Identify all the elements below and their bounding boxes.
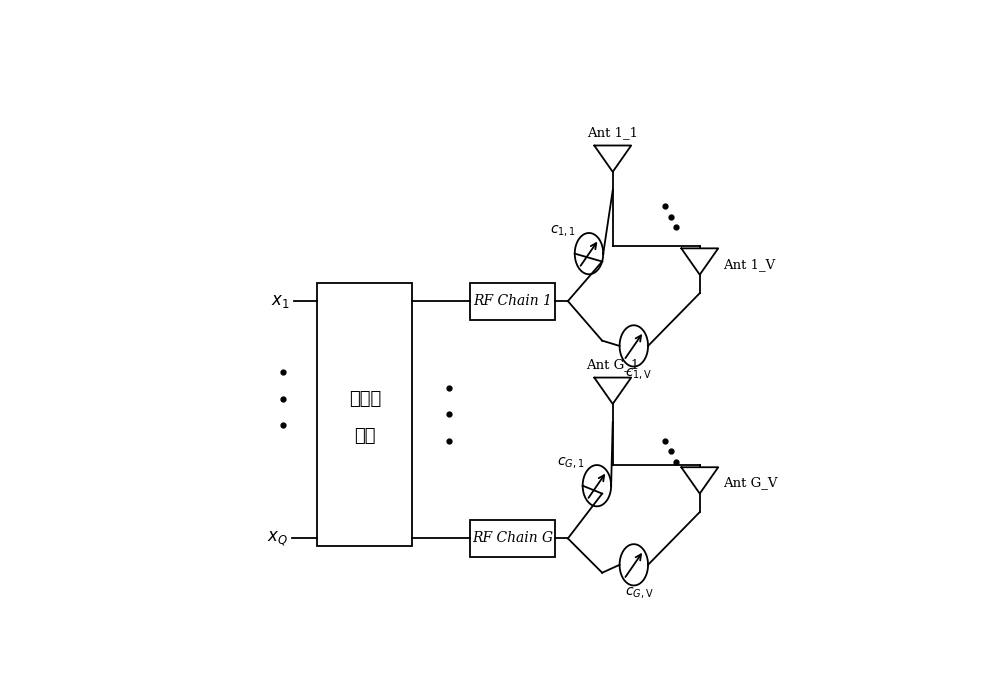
Text: Ant G_V: Ant G_V (723, 477, 778, 490)
Bar (470, 283, 555, 319)
Bar (470, 520, 555, 557)
Text: $c_{1,1}$: $c_{1,1}$ (550, 224, 576, 239)
Text: $c_{G,\mathrm{V}}$: $c_{G,\mathrm{V}}$ (625, 586, 653, 601)
Bar (317, 283, 412, 547)
Text: RF Chain 1: RF Chain 1 (473, 294, 552, 308)
Text: $c_{1,\mathrm{V}}$: $c_{1,\mathrm{V}}$ (625, 367, 653, 382)
Text: $x_1$: $x_1$ (271, 292, 290, 310)
Text: Ant G_1: Ant G_1 (586, 358, 639, 371)
Text: RF Chain G: RF Chain G (472, 532, 553, 545)
Text: 理器: 理器 (354, 427, 376, 445)
Text: Ant 1_1: Ant 1_1 (587, 126, 638, 139)
Text: Ant 1_V: Ant 1_V (723, 258, 776, 271)
Text: $c_{G,1}$: $c_{G,1}$ (557, 456, 584, 471)
Text: $x_Q$: $x_Q$ (267, 529, 288, 548)
Text: 基带处: 基带处 (349, 390, 381, 408)
